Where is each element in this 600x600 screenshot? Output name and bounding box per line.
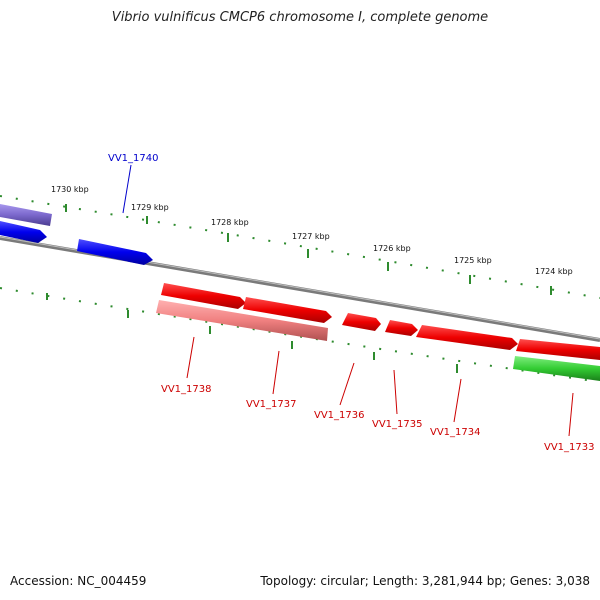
genome-summary-text: Topology: circular; Length: 3,281,944 bp…: [260, 574, 590, 588]
accession-text: Accession: NC_004459: [10, 574, 147, 588]
gene-label-vv1-1738: VV1_1738: [161, 384, 212, 395]
gene-label-vv1-1737: VV1_1737: [246, 399, 297, 410]
gene-vv1-1735: [385, 320, 418, 336]
gene-features: [0, 204, 600, 381]
gene-vv1-1738-fwd: [161, 283, 246, 309]
gene-purple: [0, 204, 52, 226]
gene-label-vv1-1735: VV1_1735: [372, 419, 423, 430]
gene-vv1-1738-rev: [156, 300, 328, 341]
label-leaders: [122, 164, 574, 437]
lower-major-ticks: [46, 293, 458, 373]
gene-label-vv1-1734: VV1_1734: [430, 427, 481, 438]
scale-label-1727: 1727 kbp: [292, 232, 330, 241]
scale-labels: 1730 kbp 1729 kbp 1728 kbp 1727 kbp 1726…: [51, 185, 573, 276]
gene-green: [513, 356, 600, 381]
gene-vv1-1737-fwd: [243, 297, 332, 323]
gene-label-vv1-1740: VV1_1740: [108, 153, 159, 164]
gene-vv1-1736: [342, 313, 381, 331]
scale-label-1724: 1724 kbp: [535, 267, 573, 276]
gene-vv1-1733-fwd: [516, 339, 600, 360]
gene-label-vv1-1733: VV1_1733: [544, 442, 595, 453]
scale-label-1726: 1726 kbp: [373, 244, 411, 253]
gene-label-vv1-1736: VV1_1736: [314, 410, 365, 421]
scale-label-1730: 1730 kbp: [51, 185, 89, 194]
gene-vv1-1740: [77, 239, 153, 265]
scale-label-1728: 1728 kbp: [211, 218, 249, 227]
gene-labels: VV1_1740 VV1_1738 VV1_1737 VV1_1736 VV1_…: [108, 153, 595, 453]
scale-label-1729: 1729 kbp: [131, 203, 169, 212]
gene-blue-left: [0, 221, 47, 243]
upper-scale-line: [0, 195, 600, 299]
chromosome-backbone: [0, 236, 600, 342]
scale-label-1725: 1725 kbp: [454, 256, 492, 265]
map-title: Vibrio vulnificus CMCP6 chromosome I, co…: [111, 10, 489, 25]
gene-vv1-1734: [416, 325, 518, 350]
upper-major-ticks: [65, 204, 552, 295]
